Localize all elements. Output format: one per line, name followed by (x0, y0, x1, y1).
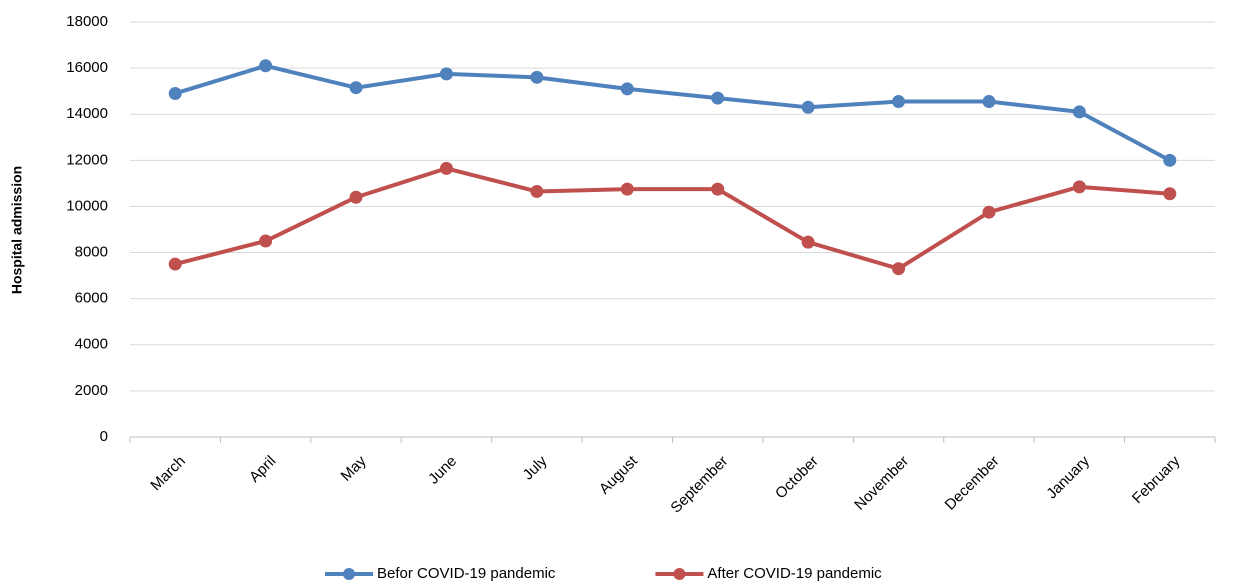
x-tick-label: May (338, 452, 370, 484)
series-line (174, 63, 1171, 163)
point (1072, 180, 1086, 194)
point (349, 81, 363, 95)
y-tick-label: 8000 (75, 244, 108, 261)
point (892, 95, 906, 109)
point (439, 161, 453, 175)
x-tick-label: November (851, 453, 912, 514)
point (620, 82, 634, 96)
x-tick-label: April (246, 453, 279, 486)
legend-marker (673, 568, 686, 580)
x-tick-label: October (772, 453, 822, 503)
x-tick-label: December (942, 453, 1003, 514)
y-tick-label: 14000 (66, 105, 108, 122)
x-tick-label: February (1129, 452, 1184, 507)
point (439, 67, 453, 81)
series-line (174, 166, 1170, 271)
y-tick-label: 16000 (66, 59, 108, 76)
point (1163, 187, 1177, 201)
point (801, 100, 815, 114)
point (259, 59, 273, 73)
point (982, 205, 996, 219)
point (892, 262, 906, 276)
x-tick-label: June (425, 453, 460, 488)
point (259, 234, 273, 248)
point (168, 86, 182, 100)
point (168, 257, 182, 271)
legend-marker (343, 568, 355, 580)
point (1072, 105, 1086, 119)
legend-label: Befor COVID-19 pandemic (377, 565, 556, 582)
y-tick-label: 18000 (66, 13, 108, 30)
y-tick-label: 4000 (75, 336, 108, 353)
y-tick-label: 2000 (75, 382, 108, 399)
x-tick-label: January (1043, 452, 1093, 502)
y-tick-label: 10000 (66, 197, 108, 214)
y-tick-label: 6000 (75, 290, 108, 307)
point (982, 95, 996, 109)
x-tick-label: September (667, 453, 731, 517)
point (711, 91, 725, 105)
point (530, 184, 544, 198)
y-tick-label: 0 (100, 428, 108, 445)
x-tick-label: August (596, 452, 642, 498)
point (620, 182, 634, 196)
point (530, 70, 544, 84)
point (801, 235, 815, 249)
legend-label: After COVID-19 pandemic (707, 565, 882, 582)
y-tick-label: 12000 (66, 151, 108, 168)
x-tick-label: July (520, 452, 551, 483)
point (1163, 153, 1177, 167)
point (711, 182, 725, 196)
point (349, 190, 363, 204)
y-axis-label: Hospital admission (9, 166, 25, 294)
x-tick-label: March (147, 453, 188, 494)
